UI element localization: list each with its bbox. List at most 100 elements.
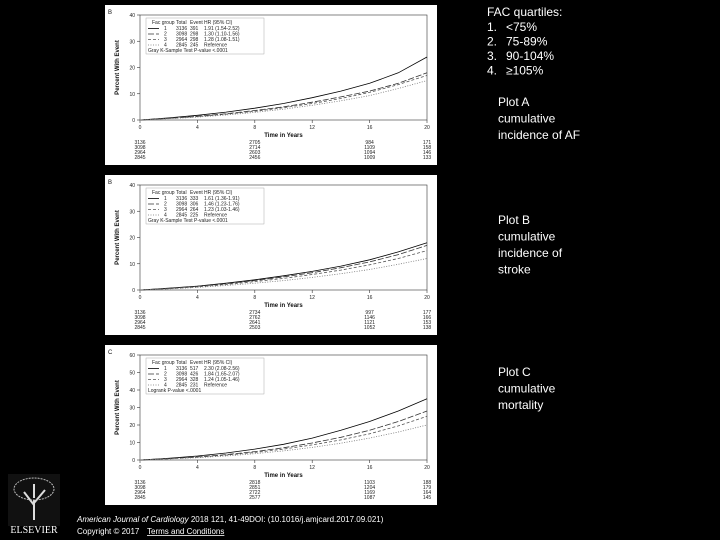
quartile-range: <75% <box>506 20 537 34</box>
legend-header: Event <box>190 360 203 366</box>
publisher-logo: ELSEVIER <box>8 474 60 536</box>
at-risk-count: 1087 <box>364 495 375 501</box>
at-risk-count: 2641 <box>249 320 260 326</box>
legend-cell: 1.46 (1.23-1.76) <box>204 202 240 208</box>
publisher-name: ELSEVIER <box>10 525 58 536</box>
legend-cell: 298 <box>190 37 199 43</box>
x-tick-label: 8 <box>253 465 256 471</box>
x-tick-label: 0 <box>139 125 142 131</box>
at-risk-count: 2964 <box>134 490 145 496</box>
legend-box <box>145 357 265 395</box>
at-risk-count: 2577 <box>249 495 260 501</box>
incidence-curve <box>139 72 428 121</box>
at-risk-count: 997 <box>365 310 374 316</box>
plot-note: incidence of AF <box>498 128 580 142</box>
citation: American Journal of Cardiology 2018 121,… <box>76 515 384 524</box>
plot-note: mortality <box>498 398 543 412</box>
at-risk-count: 2603 <box>249 150 260 156</box>
y-tick-label: 10 <box>129 92 135 98</box>
at-risk-count: 2818 <box>249 480 260 486</box>
incidence-curve <box>139 75 428 121</box>
y-tick-label: 20 <box>129 66 135 72</box>
panel: B 0 10 20 30 40 0 4 8 12 16 20 Time in Years Percent … <box>105 5 437 165</box>
at-risk-count: 1204 <box>364 485 375 491</box>
legend-header: Fac group <box>152 190 175 196</box>
y-tick-label: 60 <box>129 353 135 359</box>
legend-cell: 3098 <box>176 372 187 378</box>
legend-cell: 4 <box>164 383 167 389</box>
x-axis-label: Time in Years <box>264 303 303 309</box>
incidence-curve <box>139 398 428 461</box>
incidence-curve <box>139 424 428 461</box>
legend-cell: 2 <box>164 32 167 38</box>
incidence-curve <box>139 258 428 291</box>
legend-cell: 2845 <box>176 383 187 389</box>
at-risk-count: 138 <box>423 325 432 331</box>
at-risk-count: 1121 <box>364 320 375 326</box>
at-risk-count: 188 <box>423 480 432 486</box>
legend-cell: 1.91 (1.54-2.52) <box>204 26 240 32</box>
plot-note: cumulative <box>498 382 556 396</box>
incidence-curve <box>139 56 428 121</box>
at-risk-count: 984 <box>365 140 374 146</box>
legend-cell: 245 <box>190 43 199 49</box>
panel-letter: B <box>108 180 112 186</box>
at-risk-count: 3136 <box>134 140 145 146</box>
quartile-number: 4. <box>487 64 497 78</box>
citation-text: 2018 121, 41-49DOI: (10.1016/j.amjcard.2… <box>189 515 384 524</box>
y-tick-label: 0 <box>132 288 135 294</box>
at-risk-count: 2503 <box>249 325 260 331</box>
legend-cell: 2964 <box>176 377 187 383</box>
legend-header: HR (95% CI) <box>204 20 233 26</box>
y-tick-label: 50 <box>129 371 135 377</box>
y-tick-label: 30 <box>129 406 135 412</box>
y-tick-label: 0 <box>132 458 135 464</box>
quartile-heading: FAC quartiles: <box>487 5 562 19</box>
legend-cell: 298 <box>190 32 199 38</box>
legend-cell: 391 <box>190 26 199 32</box>
at-risk-count: 179 <box>423 485 432 491</box>
incidence-curve <box>139 80 428 121</box>
legend-cell: 1 <box>164 196 167 202</box>
y-tick-label: 30 <box>129 39 135 45</box>
at-risk-count: 1146 <box>364 315 375 321</box>
y-tick-label: 10 <box>129 262 135 268</box>
legend-cell: 1.61 (1.36-1.91) <box>204 196 240 202</box>
panel: B 0 10 20 30 40 0 4 8 12 16 20 Time in Years Percent … <box>105 175 437 335</box>
terms-link[interactable]: Terms and Conditions <box>147 527 224 536</box>
at-risk-count: 1169 <box>364 490 375 496</box>
logo-crown <box>13 477 55 501</box>
quartile-range: ≥105% <box>506 64 544 78</box>
at-risk-count: 3098 <box>134 315 145 321</box>
legend-cell: 2.30 (2.08-2.56) <box>204 366 240 372</box>
at-risk-count: 1094 <box>364 150 375 156</box>
legend-cell: 2845 <box>176 213 187 219</box>
at-risk-count: 177 <box>423 310 432 316</box>
test-statistic: Gray K-Sample Test P-value <.0001 <box>148 218 228 224</box>
x-axis-label: Time in Years <box>264 133 303 139</box>
plot-note: Plot A <box>498 95 529 109</box>
x-axis-label: Time in Years <box>264 473 303 479</box>
legend-cell: 3098 <box>176 202 187 208</box>
y-tick-label: 20 <box>129 423 135 429</box>
legend-header: HR (95% CI) <box>204 190 233 196</box>
at-risk-count: 3098 <box>134 145 145 151</box>
plot-note: incidence of <box>498 246 563 260</box>
plot-note: cumulative <box>498 230 556 244</box>
y-tick-label: 40 <box>129 388 135 394</box>
legend-header: HR (95% CI) <box>204 360 233 366</box>
y-tick-label: 0 <box>132 118 135 124</box>
y-axis-label: Percent With Event <box>115 210 121 265</box>
incidence-curve <box>139 245 428 291</box>
at-risk-count: 3136 <box>134 310 145 316</box>
sidebar: FAC quartiles:1. <75% 2. 75-89% 3. 90-104% 4. ≥… <box>487 5 580 412</box>
plot-note: Plot C <box>498 365 531 379</box>
logo-tree <box>23 484 46 520</box>
x-tick-label: 20 <box>424 465 430 471</box>
y-tick-label: 20 <box>129 236 135 242</box>
panel: C 0 10 20 30 40 50 60 0 4 8 12 16 20 Time in Years Perc… <box>105 345 437 505</box>
x-tick-label: 0 <box>139 465 142 471</box>
legend-header: Event <box>190 20 203 26</box>
x-tick-label: 16 <box>367 465 373 471</box>
